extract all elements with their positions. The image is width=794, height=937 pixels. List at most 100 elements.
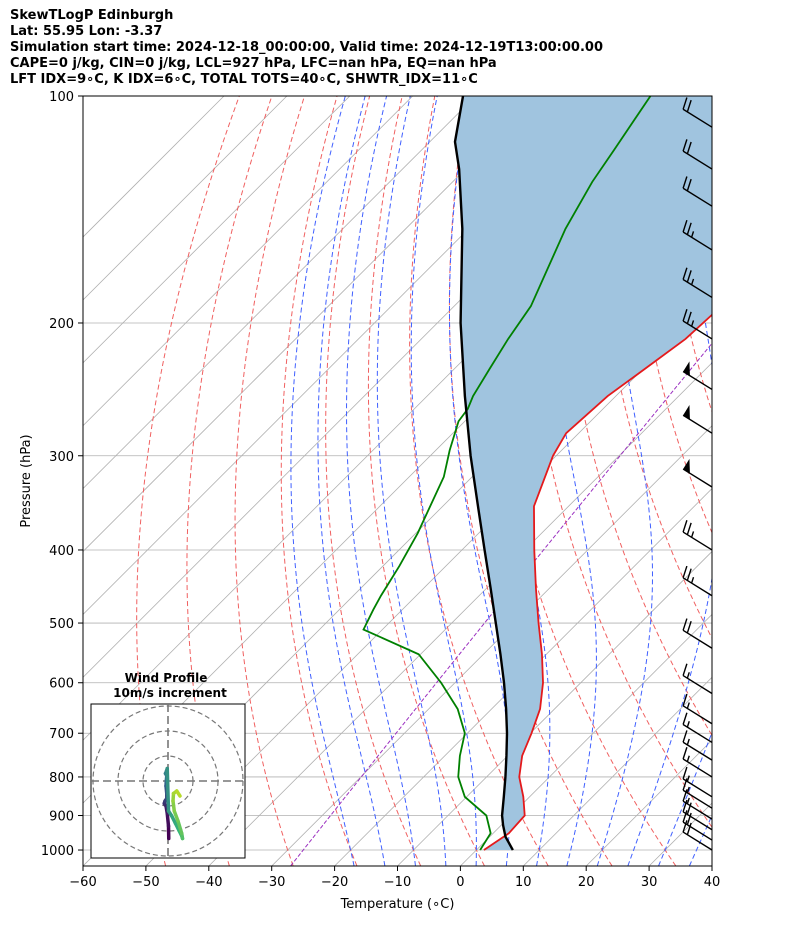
barb-full (682, 747, 688, 760)
barb-full (682, 176, 688, 189)
isotherm-line (334, 488, 712, 866)
barb-staff (682, 629, 713, 649)
wind-barb (682, 139, 713, 170)
barb-staff (682, 674, 713, 695)
y-tick-label: 1000 (41, 844, 74, 859)
x-tick-label: 30 (641, 875, 658, 890)
barb-staff (682, 108, 713, 128)
wind-barb (682, 458, 713, 488)
inset-plot (91, 704, 245, 858)
wind-barb (682, 565, 713, 597)
cin-fill (454, 96, 712, 851)
moist-adiabat (346, 96, 416, 866)
profile-lines (362, 96, 712, 851)
barb-half (686, 775, 690, 782)
barb-half (690, 320, 695, 327)
barb-staff (682, 723, 713, 744)
barb-full (682, 267, 688, 280)
cape-area (454, 96, 712, 851)
barb-staff (682, 821, 713, 841)
x-tick-label: 40 (704, 875, 721, 890)
y-tick-label: 800 (49, 771, 74, 786)
barb-full (686, 178, 692, 192)
y-tick-label: 100 (49, 90, 74, 105)
barb-full (682, 97, 688, 110)
hodograph-segment (175, 789, 182, 798)
moist-adiabat (317, 96, 386, 866)
wind-barb (682, 747, 713, 778)
barb-half (686, 755, 690, 762)
wind-barb (682, 712, 713, 744)
x-tick-label: −60 (69, 875, 96, 890)
wind-barb (682, 730, 713, 761)
wind-barb (682, 176, 713, 207)
barb-half (686, 702, 690, 709)
isotherm-line (271, 425, 712, 866)
barb-staff (682, 778, 713, 798)
wind-barb (682, 520, 713, 551)
moist-adiabat (658, 731, 712, 866)
wind-barb (682, 361, 713, 391)
isotherm-line (523, 676, 712, 866)
isotherm-line (83, 96, 539, 553)
hodograph-segment (165, 766, 171, 813)
barb-staff (682, 811, 713, 831)
barb-full (682, 799, 688, 813)
hodograph-segment (165, 811, 171, 828)
dry-adiabat (280, 96, 358, 866)
barb-staff (682, 800, 713, 820)
mixing-ratio-line (290, 342, 712, 866)
barb-half (690, 278, 695, 286)
wind-barb (682, 693, 713, 725)
y-tick-label: 600 (49, 677, 74, 692)
wind-barb (682, 820, 713, 851)
dewpoint-line (362, 96, 652, 851)
isotherm-line (83, 96, 413, 427)
moist-adiabat (290, 96, 355, 866)
dry-adiabat (234, 96, 305, 866)
dry-adiabat (367, 96, 485, 866)
barb-staff (682, 831, 713, 851)
dry-adiabat (662, 96, 712, 414)
barb-full (682, 520, 688, 533)
chart-title: SkewTLogP Edinburgh (10, 8, 174, 23)
barb-staff (682, 231, 713, 251)
wind-barb (682, 618, 713, 649)
wind-barb (682, 97, 713, 128)
y-tick-label: 500 (49, 617, 74, 632)
moist-adiabat (376, 96, 447, 866)
wind-barb (682, 799, 713, 831)
barb-flag (683, 405, 690, 420)
dry-adiabat (728, 96, 794, 866)
moist-adiabat (627, 96, 712, 866)
x-tick-label: −10 (384, 875, 411, 890)
isotherm-line (83, 96, 476, 490)
y-tick-label: 200 (49, 317, 74, 332)
temperature-line (483, 313, 712, 851)
barb-full (686, 141, 692, 154)
y-tick-label: 900 (49, 810, 74, 825)
barb-full (682, 663, 688, 676)
barb-half (690, 576, 695, 584)
wind-barb (682, 810, 713, 841)
barb-staff (682, 278, 713, 299)
y-tick-label: 700 (49, 727, 74, 742)
barb-full (686, 812, 692, 825)
barb-full (686, 802, 692, 815)
barb-full (682, 139, 688, 152)
x-tick-label: −20 (321, 875, 348, 890)
barb-full (686, 822, 692, 835)
barb-staff (682, 320, 713, 340)
isotherm-line (775, 96, 794, 866)
wind-barb (682, 663, 713, 695)
x-tick-label: 20 (578, 875, 595, 890)
y-tick-label: 300 (49, 450, 74, 465)
isotherm-line (208, 362, 712, 866)
barb-full (682, 618, 688, 631)
barb-half (690, 531, 695, 538)
barb-half (690, 231, 695, 238)
barb-staff (682, 414, 713, 434)
barb-full (686, 270, 692, 283)
barb-flag (683, 361, 690, 376)
